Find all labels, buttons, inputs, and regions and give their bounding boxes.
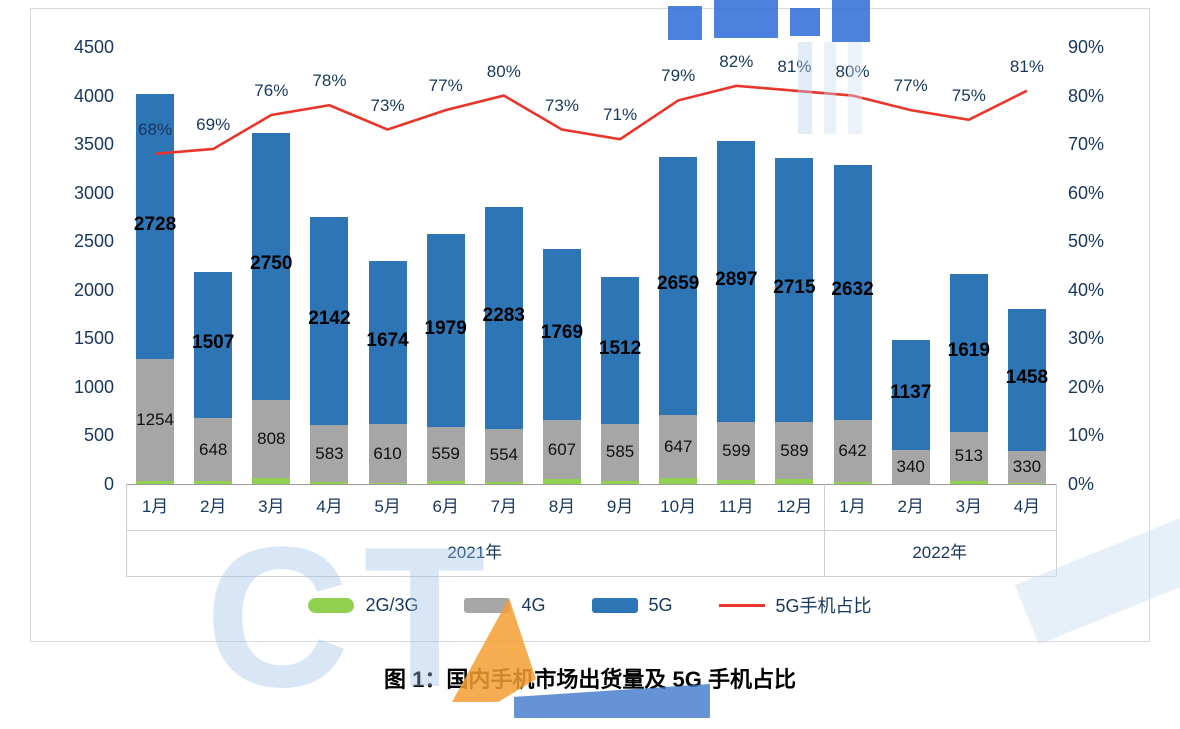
legend-label-2g3g: 2G/3G (365, 595, 418, 616)
y-axis-left-tick: 2500 (51, 230, 114, 252)
bar-label-5g: 2632 (813, 280, 893, 300)
bar-label-5g: 2750 (231, 254, 311, 274)
line-point-label: 75% (934, 86, 1004, 106)
bar-label-5g: 2142 (289, 309, 369, 329)
line-point-label: 73% (353, 96, 423, 116)
y-axis-right-tick: 50% (1068, 230, 1138, 252)
legend-marker-5g-share (719, 604, 765, 607)
x-axis-month-label: 3月 (940, 497, 998, 517)
x-axis-month-label: 1月 (824, 497, 882, 517)
bar-label-5g: 2728 (115, 215, 195, 235)
bar-label-5g: 1512 (580, 339, 660, 359)
bar-label-5g: 1507 (173, 333, 253, 353)
x-axis-month-label: 11月 (707, 497, 765, 517)
y-axis-right-tick: 80% (1068, 85, 1138, 107)
x-axis-year-label: 2021年 (126, 543, 824, 563)
x-axis-month-label: 7月 (475, 497, 533, 517)
x-axis-month-label: 2月 (882, 497, 940, 517)
bar-label-5g: 1458 (987, 368, 1067, 388)
x-axis-month-label: 4月 (300, 497, 358, 517)
legend-marker-2g3g (308, 598, 354, 613)
y-axis-left-tick: 3000 (51, 182, 114, 204)
chart-title: 图 1：国内手机市场出货量及 5G 手机占比 (0, 662, 1180, 694)
legend-label-5g: 5G (649, 595, 673, 616)
y-axis-right-tick: 10% (1068, 424, 1138, 446)
y-axis-right-tick: 60% (1068, 182, 1138, 204)
x-axis-line (126, 484, 1056, 485)
x-axis-month-label: 2月 (184, 497, 242, 517)
line-point-label: 71% (585, 105, 655, 125)
x-axis-month-label: 4月 (998, 497, 1056, 517)
y-axis-right-tick: 30% (1068, 327, 1138, 349)
y-axis-right-tick: 40% (1068, 279, 1138, 301)
legend-marker-4g (464, 598, 510, 613)
legend-marker-5g (592, 598, 638, 613)
x-axis-month-label: 12月 (765, 497, 823, 517)
y-axis-left-tick: 1000 (51, 376, 114, 398)
x-axis-month-label: 9月 (591, 497, 649, 517)
y-axis-left-tick: 3500 (51, 133, 114, 155)
legend-item-2g3g: 2G/3G (308, 595, 418, 616)
y-axis-left-tick: 2000 (51, 279, 114, 301)
bar-label-5g: 1619 (929, 341, 1009, 361)
legend-item-5g: 5G (592, 595, 673, 616)
x-axis-month-label: 5月 (359, 497, 417, 517)
category-table-bottom-line (126, 576, 1056, 577)
line-point-label: 80% (469, 62, 539, 82)
line-point-label: 78% (294, 71, 364, 91)
legend-item-4g: 4G (464, 595, 545, 616)
x-axis-year-label: 2022年 (824, 543, 1057, 563)
x-axis-month-label: 8月 (533, 497, 591, 517)
legend-label-4g: 4G (521, 595, 545, 616)
y-axis-right-tick: 90% (1068, 36, 1138, 58)
x-axis-month-label: 1月 (126, 497, 184, 517)
category-row-divider (126, 530, 1056, 531)
bar-label-5g: 1137 (871, 383, 951, 403)
y-axis-right-tick: 20% (1068, 376, 1138, 398)
legend-label-5g-share: 5G手机占比 (776, 592, 872, 618)
chart-container: 4500 4000 3500 3000 2500 2000 1500 1000 500 0 90% 8… (30, 8, 1150, 642)
y-axis-left-tick: 500 (51, 424, 114, 446)
x-axis-month-label: 6月 (417, 497, 475, 517)
y-axis-left-tick: 4000 (51, 85, 114, 107)
y-axis-left-tick: 1500 (51, 327, 114, 349)
category-table-right-line (1056, 484, 1057, 576)
legend-item-5g-share: 5G手机占比 (719, 592, 872, 618)
line-point-label: 81% (992, 57, 1062, 77)
y-axis-right-tick: 0% (1068, 473, 1138, 495)
bar-label-4g: 330 (987, 457, 1067, 477)
x-axis-month-label: 10月 (649, 497, 707, 517)
y-axis-left-tick: 0 (51, 473, 114, 495)
y-axis-left-tick: 4500 (51, 36, 114, 58)
x-axis-month-label: 3月 (242, 497, 300, 517)
line-point-label: 69% (178, 115, 248, 135)
legend: 2G/3G 4G 5G 5G手机占比 (31, 592, 1149, 618)
y-axis-right-tick: 70% (1068, 133, 1138, 155)
bar-label-4g: 1254 (115, 410, 195, 430)
